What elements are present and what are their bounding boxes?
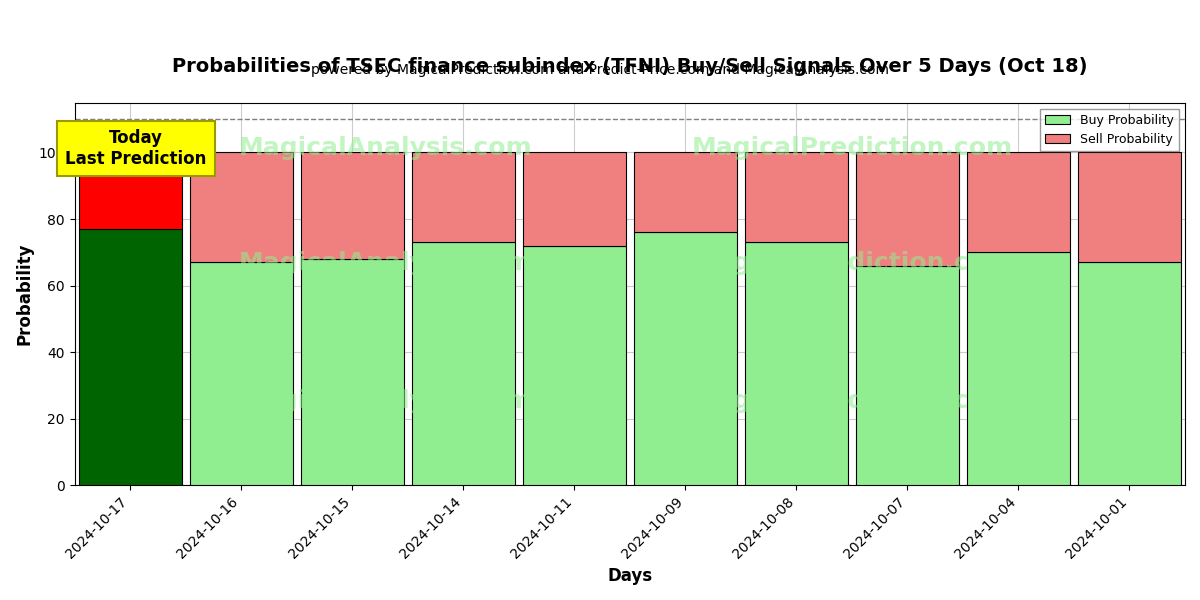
Y-axis label: Probability: Probability: [16, 242, 34, 345]
Bar: [190, 262, 293, 485]
Text: MagicalPrediction.com: MagicalPrediction.com: [691, 136, 1013, 160]
Bar: [301, 152, 404, 259]
Bar: [78, 152, 182, 229]
Text: Today
Last Prediction: Today Last Prediction: [65, 129, 206, 168]
Text: powered by MagicalPrediction.com and Predict-Price.com and MagicalAnalysis.com: powered by MagicalPrediction.com and Pre…: [311, 63, 889, 77]
Text: MagicalAnalysis.com: MagicalAnalysis.com: [239, 389, 533, 413]
Bar: [745, 242, 848, 485]
Bar: [856, 266, 959, 485]
Bar: [412, 242, 515, 485]
Bar: [856, 152, 959, 266]
Text: MagicalAnalysis.com: MagicalAnalysis.com: [239, 251, 533, 275]
Bar: [78, 229, 182, 485]
Bar: [1078, 262, 1181, 485]
Bar: [634, 232, 737, 485]
Bar: [301, 259, 404, 485]
Title: Probabilities of TSEC finance subindex (TFNI) Buy/Sell Signals Over 5 Days (Oct : Probabilities of TSEC finance subindex (…: [172, 57, 1087, 76]
Legend: Buy Probability, Sell Probability: Buy Probability, Sell Probability: [1040, 109, 1178, 151]
Bar: [523, 245, 626, 485]
Bar: [523, 152, 626, 245]
Text: MagicalPrediction.com: MagicalPrediction.com: [691, 251, 1013, 275]
Bar: [634, 152, 737, 232]
X-axis label: Days: Days: [607, 567, 653, 585]
Bar: [967, 152, 1070, 252]
Bar: [745, 152, 848, 242]
Text: MagicalPrediction.com: MagicalPrediction.com: [691, 389, 1013, 413]
Bar: [412, 152, 515, 242]
Bar: [967, 252, 1070, 485]
Bar: [1078, 152, 1181, 262]
Text: MagicalAnalysis.com: MagicalAnalysis.com: [239, 136, 533, 160]
Bar: [190, 152, 293, 262]
